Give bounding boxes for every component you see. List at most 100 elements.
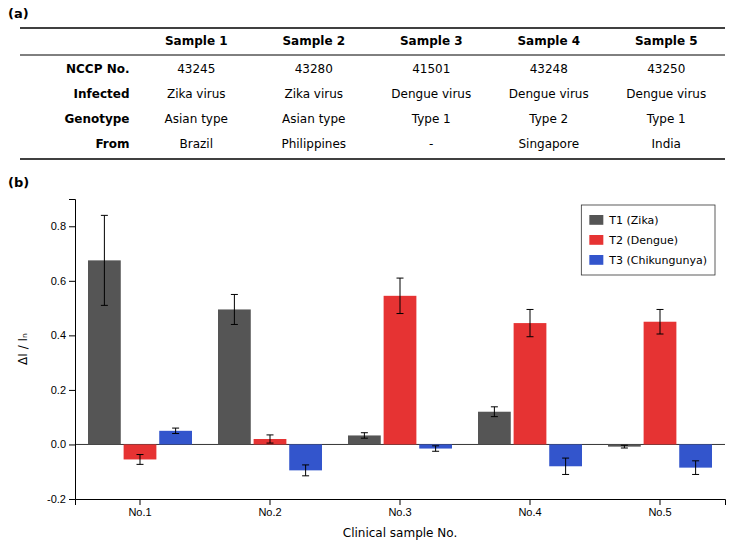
bar-series	[159, 428, 712, 476]
error-bar	[172, 428, 179, 433]
table-cell: Dengue virus	[391, 87, 471, 101]
table-cell: Brazil	[180, 137, 214, 151]
table-cell: Singapore	[518, 137, 579, 151]
table-cell: Dengue virus	[509, 87, 589, 101]
x-tick-label: No.4	[518, 506, 541, 518]
error-bar	[397, 278, 404, 313]
legend-swatch	[589, 255, 603, 265]
y-axis-line	[69, 200, 76, 500]
error-bar	[562, 458, 569, 474]
bar	[514, 323, 547, 444]
table-row-label: From	[95, 137, 129, 151]
error-bar	[267, 435, 274, 443]
legend-swatch	[589, 215, 603, 225]
error-bar	[101, 215, 108, 305]
bar	[384, 296, 417, 445]
error-bar	[692, 461, 699, 475]
x-tick-mark	[140, 499, 141, 505]
table-cell: Dengue virus	[626, 87, 706, 101]
legend-item: T1 (Zika)	[589, 214, 658, 227]
x-tick: No.4	[518, 499, 541, 518]
error-bar	[137, 455, 144, 465]
x-tick-label: No.3	[388, 506, 411, 518]
y-tick: 0.2	[51, 384, 75, 396]
marks	[75, 215, 725, 475]
y-tick: 0.0	[51, 438, 75, 450]
legend-label: T3 (Chikungunya)	[608, 254, 707, 267]
error-bar	[657, 309, 664, 334]
table-header: Sample 2	[282, 34, 345, 48]
legend-item: T2 (Dengue)	[589, 234, 678, 247]
table-rule	[20, 55, 725, 56]
y-tick-mark	[69, 444, 75, 445]
y-tick: -0.2	[47, 493, 75, 505]
y-axis: -0.2 0.0 0.2 0.4 0.6 0.8	[47, 200, 75, 506]
table-cell: Philippines	[281, 137, 346, 151]
table-cell: Asian type	[282, 112, 345, 126]
x-axis: No.1 No.2 No.3 No.4 No.5	[76, 499, 726, 518]
table-cell: 43280	[295, 62, 333, 76]
y-tick-mark	[69, 226, 75, 227]
table-cell: Asian type	[165, 112, 228, 126]
legend-label: T1 (Zika)	[608, 214, 658, 227]
x-tick: No.2	[258, 499, 281, 518]
x-axis-line	[76, 500, 726, 506]
table-row-label: NCCP No.	[66, 62, 129, 76]
y-tick: 0.8	[51, 220, 75, 232]
error-bar	[231, 294, 238, 324]
table-cell: 41501	[412, 62, 450, 76]
x-tick: No.3	[388, 499, 411, 518]
table-cell: -	[429, 137, 433, 151]
error-bar	[302, 465, 309, 476]
table-cell: Zika virus	[284, 87, 343, 101]
y-tick-label: -0.2	[47, 493, 66, 505]
y-tick-label: 0.4	[51, 329, 66, 341]
legend: T1 (Zika) T2 (Dengue) T3 (Chikungunya)	[581, 205, 715, 275]
x-tick-mark	[270, 499, 271, 505]
x-tick-label: No.5	[648, 506, 671, 518]
table-rule	[20, 158, 725, 160]
x-tick-mark	[530, 499, 531, 505]
y-tick-mark	[69, 335, 75, 336]
table-cell: Type 1	[646, 112, 686, 126]
x-tick: No.1	[128, 499, 151, 518]
y-tick-mark	[69, 390, 75, 391]
x-axis-title: Clinical sample No.	[343, 526, 457, 540]
table-rule	[20, 27, 725, 29]
error-bar	[432, 446, 439, 451]
y-axis-title: ΔI / Iₙ	[16, 333, 30, 365]
error-bar	[491, 407, 498, 417]
table: Sample 1Sample 2Sample 3Sample 4Sample 5…	[20, 28, 725, 159]
table-cell: 43248	[530, 62, 568, 76]
y-tick-mark	[69, 281, 75, 282]
error-bar	[361, 433, 368, 438]
table-cell: Zika virus	[167, 87, 226, 101]
x-tick-label: No.2	[258, 506, 281, 518]
table-cell: India	[652, 137, 681, 151]
bar-series	[88, 215, 641, 448]
x-tick-mark	[400, 499, 401, 505]
y-tick: 0.6	[51, 275, 75, 287]
y-tick-label: 0.2	[51, 384, 66, 396]
table-cell: 43245	[177, 62, 215, 76]
table-row-label: Infected	[74, 87, 130, 101]
table-cell: Type 1	[411, 112, 451, 126]
legend-item: T3 (Chikungunya)	[589, 254, 707, 267]
x-tick-mark	[660, 499, 661, 505]
table-header: Sample 1	[165, 34, 228, 48]
table-header: Sample 3	[400, 34, 463, 48]
table-cell: 43250	[647, 62, 685, 76]
legend-box	[581, 205, 715, 275]
x-tick-label: No.1	[128, 506, 151, 518]
y-tick-label: 0.0	[51, 438, 66, 450]
error-bar	[527, 309, 534, 336]
bar-series	[124, 278, 677, 464]
y-tick: 0.4	[51, 329, 75, 341]
error-bar	[621, 445, 628, 448]
y-tick-mark	[69, 499, 75, 500]
x-tick: No.5	[648, 499, 671, 518]
table-header: Sample 5	[635, 34, 698, 48]
panel-label: (a)	[8, 6, 29, 21]
y-tick-label: 0.6	[51, 275, 66, 287]
bar	[644, 322, 677, 445]
